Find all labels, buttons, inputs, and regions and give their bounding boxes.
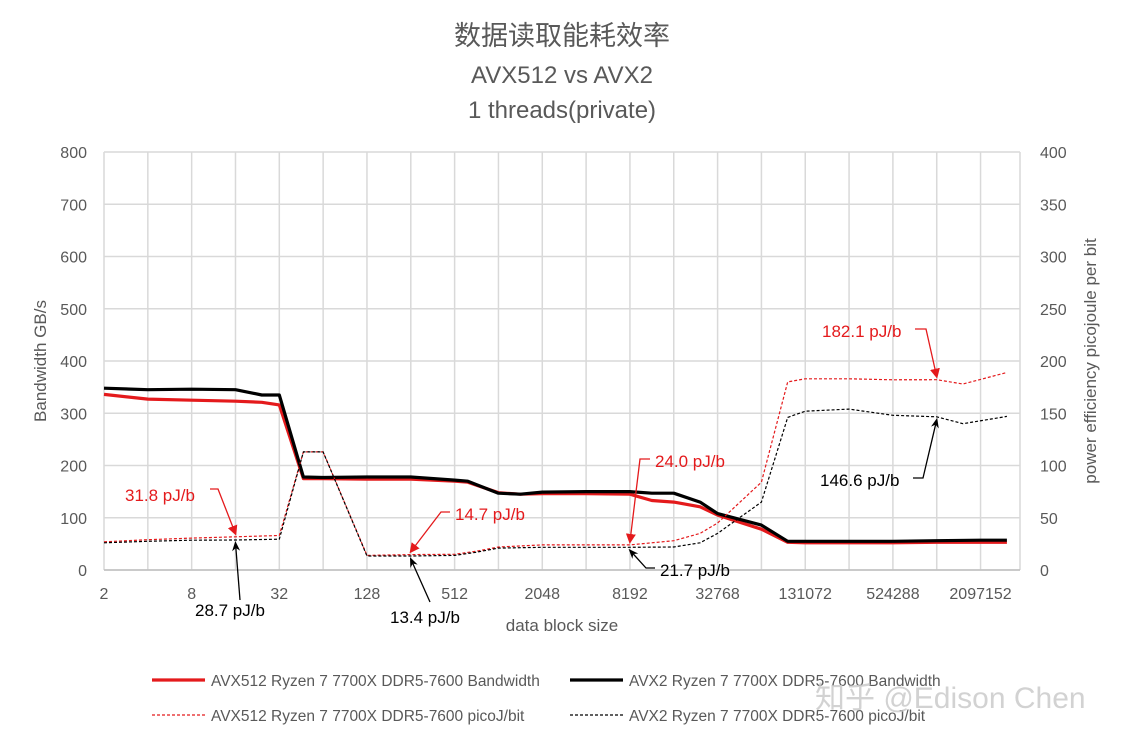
legend: AVX512 Ryzen 7 7700X DDR5-7600 Bandwidth… [152, 673, 941, 725]
y2-tick-label: 50 [1040, 511, 1058, 528]
annotation-label: 146.6 pJ/b [820, 471, 899, 490]
y-tick-label: 100 [60, 511, 87, 528]
y-tick-label: 300 [60, 406, 87, 423]
x-tick-label: 2048 [524, 586, 560, 603]
y-tick-label: 700 [60, 197, 87, 214]
chart-title-line-3: 1 threads(private) [468, 97, 656, 124]
x-tick-label: 8 [187, 586, 196, 603]
annotation-arrow [409, 557, 431, 603]
annotation-arrow [913, 417, 939, 479]
x-tick-label: 2 [100, 586, 109, 603]
legend-label: AVX2 Ryzen 7 7700X DDR5-7600 Bandwidth [629, 673, 941, 690]
y2-axis-title: power efficiency picojoule per bit [1081, 238, 1100, 484]
annotation-arrow [232, 541, 241, 601]
series-line-3 [103, 371, 1008, 557]
x-tick-label: 131072 [779, 586, 832, 603]
annotation-arrow [625, 458, 650, 544]
x-tick-label: 2097152 [949, 586, 1011, 603]
ticks: 0 0 100 50 200 100 300 150 400 200 500 250 600 300 700… [60, 145, 1067, 603]
y2-tick-label: 150 [1040, 406, 1067, 423]
y2-tick-label: 400 [1040, 145, 1067, 162]
annotation-label: 31.8 pJ/b [125, 486, 195, 505]
series-line-1 [103, 392, 1007, 545]
x-tick-label: 128 [354, 586, 381, 603]
y-tick-label: 200 [60, 459, 87, 476]
annotation-label: 24.0 pJ/b [655, 452, 725, 471]
annotation-label: 182.1 pJ/b [822, 322, 901, 341]
x-tick-label: 512 [441, 586, 468, 603]
series-line-2 [103, 386, 1007, 543]
y-tick-label: 500 [60, 302, 87, 319]
legend-label: AVX512 Ryzen 7 7700X DDR5-7600 picoJ/bit [211, 708, 525, 725]
legend-label: AVX512 Ryzen 7 7700X DDR5-7600 Bandwidth [211, 673, 540, 690]
annotations: 31.8 pJ/b 28.7 pJ/b 14.7 pJ/b 13.4 pJ/b 24.0… [125, 322, 940, 627]
x-tick-label: 524288 [866, 586, 919, 603]
y-tick-label: 0 [78, 563, 87, 580]
annotation-arrow [915, 328, 940, 379]
annotation-label: 14.7 pJ/b [455, 505, 525, 524]
annotation-label: 28.7 pJ/b [195, 601, 265, 620]
y2-tick-label: 300 [1040, 250, 1067, 267]
y-axis-title: Bandwidth GB/s [31, 300, 50, 422]
chart-title-line-1: 数据读取能耗效率 [454, 21, 670, 51]
x-tick-label: 32 [270, 586, 288, 603]
annotation-arrow [210, 488, 238, 536]
y2-tick-label: 200 [1040, 354, 1067, 371]
x-axis-title: data block size [506, 616, 618, 635]
series-line-4 [103, 408, 1007, 557]
y2-tick-label: 100 [1040, 459, 1067, 476]
annotation-arrow [628, 548, 655, 569]
y2-tick-label: 0 [1040, 563, 1049, 580]
series-group [103, 371, 1008, 557]
legend-label: AVX2 Ryzen 7 7700X DDR5-7600 picoJ/bit [629, 708, 926, 725]
grid [103, 151, 1021, 571]
annotation-label: 13.4 pJ/b [390, 608, 460, 627]
chart-title-line-2: AVX512 vs AVX2 [471, 62, 653, 89]
y-tick-label: 400 [60, 354, 87, 371]
x-tick-label: 8192 [612, 586, 648, 603]
watermark: 知乎 @Edison Chen [815, 682, 1086, 715]
y2-tick-label: 250 [1040, 302, 1067, 319]
y2-tick-label: 350 [1040, 197, 1067, 214]
x-tick-label: 32768 [695, 586, 740, 603]
annotation-label: 21.7 pJ/b [660, 561, 730, 580]
y-tick-label: 600 [60, 250, 87, 267]
y-tick-label: 800 [60, 145, 87, 162]
annotation-arrow [409, 511, 450, 554]
